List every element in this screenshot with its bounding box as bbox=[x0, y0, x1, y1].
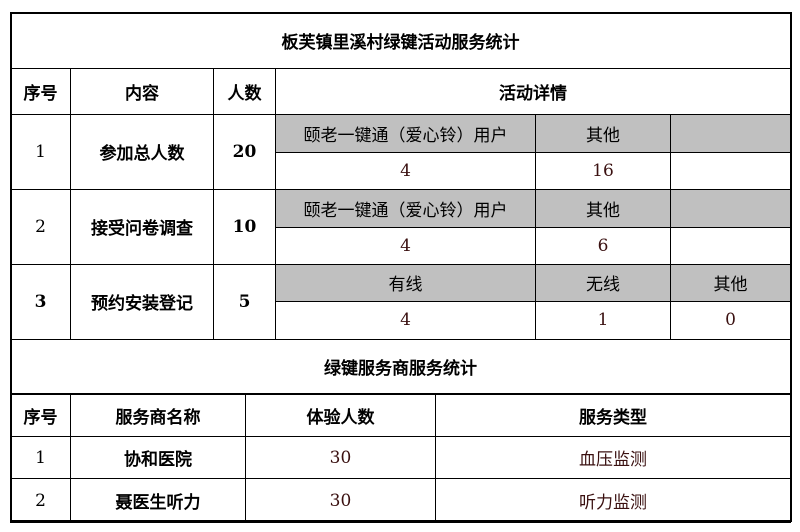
header-count: 体验人数 bbox=[245, 393, 436, 437]
provider-stats-table: 序号 服务商名称 体验人数 服务类型 1 协和医院 30 血压监测 2 聂医生听… bbox=[10, 393, 791, 523]
detail-label bbox=[669, 188, 792, 228]
row-type: 血压监测 bbox=[435, 436, 791, 479]
table-row: 2 接受问卷调查 10 颐老一键通（爱心铃）用户 其他 bbox=[10, 188, 792, 265]
header-type: 服务类型 bbox=[435, 393, 791, 437]
row-count: 10 bbox=[213, 188, 276, 265]
detail-label: 无线 bbox=[535, 263, 671, 302]
table-row: 1 协和医院 30 血压监测 bbox=[10, 436, 791, 479]
detail-value: 4 bbox=[275, 151, 536, 190]
row-content: 参加总人数 bbox=[70, 113, 214, 190]
detail-value bbox=[669, 226, 792, 265]
row-index: 2 bbox=[10, 478, 71, 523]
table-title: 板芙镇里溪村绿键活动服务统计 bbox=[9, 12, 792, 69]
detail-label: 其他 bbox=[535, 188, 671, 228]
row-count: 20 bbox=[213, 113, 276, 190]
row-content: 接受问卷调查 bbox=[70, 188, 214, 265]
row-name: 协和医院 bbox=[70, 436, 246, 479]
row-type: 听力监测 bbox=[435, 478, 791, 523]
detail-label bbox=[669, 113, 792, 153]
header-index: 序号 bbox=[10, 67, 71, 115]
detail-value: 6 bbox=[535, 226, 671, 265]
row-index: 2 bbox=[10, 188, 71, 265]
header-details: 活动详情 bbox=[274, 67, 792, 115]
row-count: 30 bbox=[245, 436, 436, 479]
section-title: 绿键服务商服务统计 bbox=[9, 338, 792, 395]
detail-value bbox=[669, 151, 792, 190]
detail-label: 有线 bbox=[275, 263, 536, 302]
header-index: 序号 bbox=[10, 393, 71, 437]
row-index: 1 bbox=[10, 436, 71, 479]
detail-label: 其他 bbox=[669, 263, 792, 302]
table-row: 3 预约安装登记 5 有线 无线 其他 bbox=[10, 263, 792, 340]
row-index: 1 bbox=[10, 113, 71, 190]
detail-value: 0 bbox=[669, 300, 792, 340]
detail-label: 颐老一键通（爱心铃）用户 bbox=[275, 113, 536, 153]
header-count: 人数 bbox=[213, 67, 276, 115]
detail-value: 1 bbox=[535, 300, 671, 340]
row-content: 预约安装登记 bbox=[70, 263, 214, 340]
detail-value: 16 bbox=[535, 151, 671, 190]
row-name: 聂医生听力 bbox=[70, 478, 246, 523]
detail-label: 其他 bbox=[535, 113, 671, 153]
table-row: 2 聂医生听力 30 听力监测 bbox=[10, 478, 791, 523]
header-name: 服务商名称 bbox=[70, 393, 246, 437]
row-count: 5 bbox=[213, 263, 276, 340]
activity-stats-table: 板芙镇里溪村绿键活动服务统计 序号 内容 人数 活动详情 1 参加总人数 20 … bbox=[9, 12, 792, 395]
row-index: 3 bbox=[10, 263, 71, 340]
header-content: 内容 bbox=[70, 67, 214, 115]
detail-value: 4 bbox=[275, 226, 536, 265]
detail-label: 颐老一键通（爱心铃）用户 bbox=[275, 188, 536, 228]
table-row: 1 参加总人数 20 颐老一键通（爱心铃）用户 其他 bbox=[10, 113, 792, 190]
row-count: 30 bbox=[245, 478, 436, 523]
detail-value: 4 bbox=[275, 300, 536, 340]
